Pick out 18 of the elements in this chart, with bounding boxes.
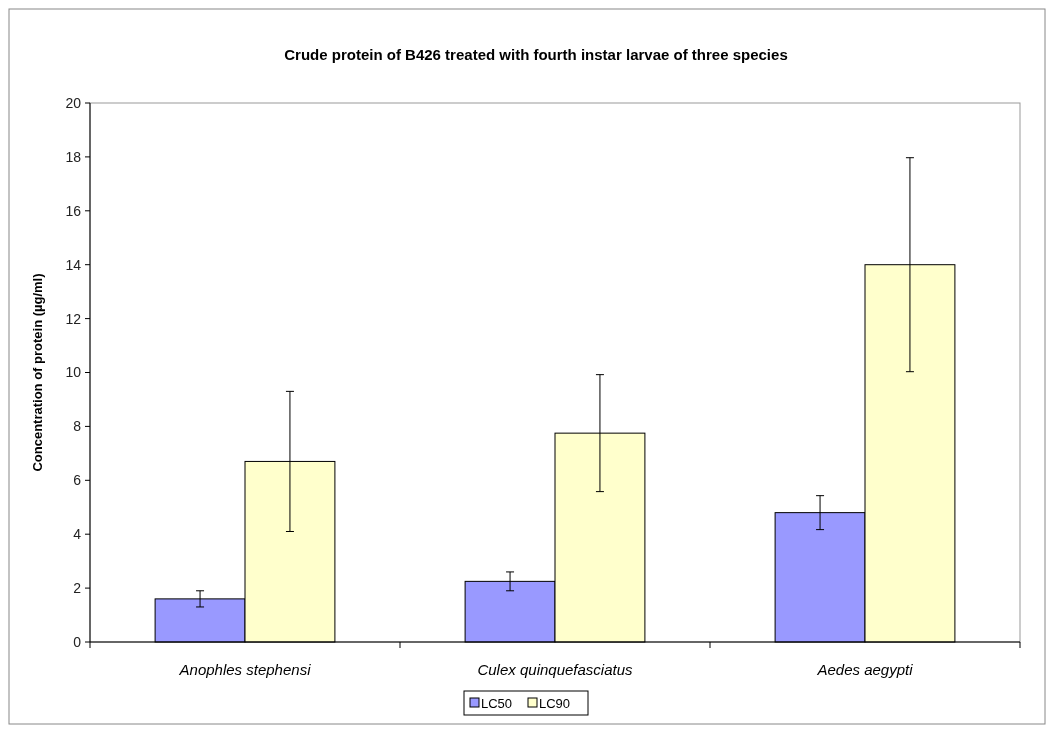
y-axis-title: Concentration of protein (µg/ml): [30, 273, 45, 472]
y-tick-label: 8: [73, 418, 82, 435]
y-tick-label: 16: [65, 202, 82, 219]
y-tick-label: 20: [65, 94, 82, 111]
y-tick-label: 0: [73, 633, 82, 650]
legend-label: LC50: [481, 695, 513, 711]
y-tick-label: 12: [65, 310, 82, 327]
y-tick-label: 4: [73, 526, 82, 543]
x-tick-label: Culex quinquefasciatus: [477, 661, 634, 678]
chart-title: Crude protein of B426 treated with fourth instar larvae of three species: [284, 46, 788, 63]
y-tick-label: 14: [65, 256, 82, 273]
legend-label: LC90: [539, 695, 571, 711]
y-tick-label: 18: [65, 148, 82, 165]
y-tick-label: 6: [73, 472, 82, 489]
y-tick-label: 2: [73, 580, 82, 596]
x-tick-label: Anophles stephensi: [178, 661, 312, 678]
y-tick-label: 10: [65, 364, 82, 381]
x-tick-label: Aedes aegypti: [816, 661, 914, 678]
